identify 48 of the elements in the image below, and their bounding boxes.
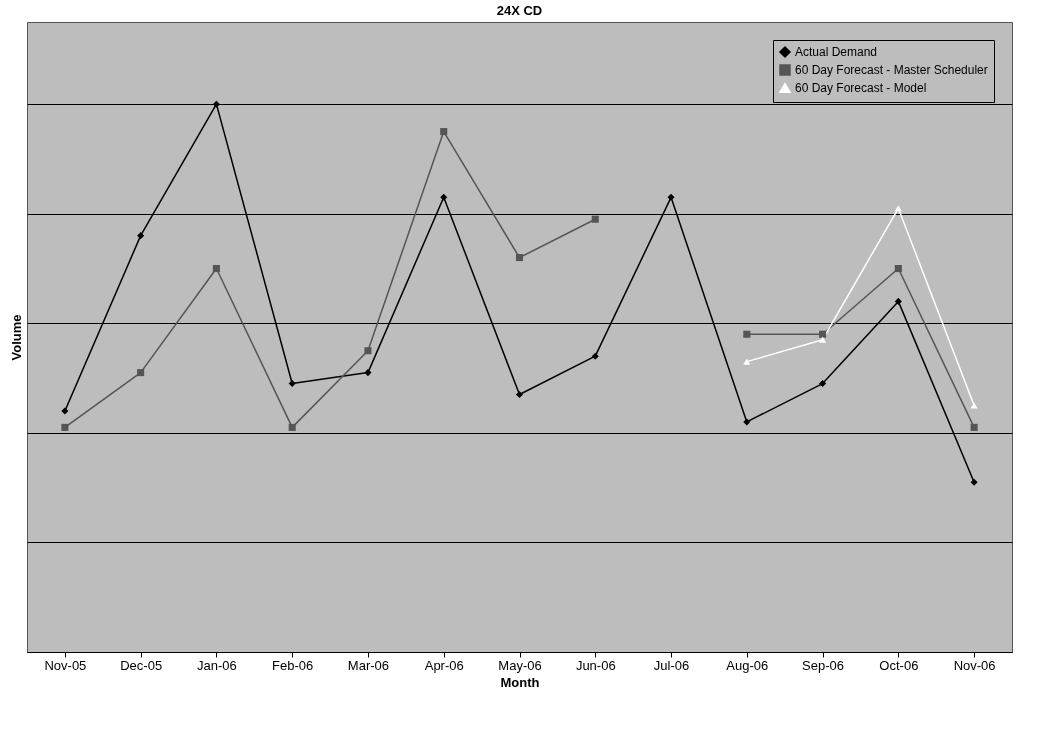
chart-title: 24X CD bbox=[496, 3, 543, 18]
legend-label: 60 Day Forecast - Model bbox=[795, 81, 927, 95]
point bbox=[743, 358, 751, 365]
point bbox=[515, 390, 524, 399]
x-tick-label: Apr-06 bbox=[424, 657, 464, 673]
point bbox=[819, 336, 827, 343]
x-tick-label: Nov-05 bbox=[44, 657, 87, 673]
point bbox=[364, 347, 372, 355]
point bbox=[288, 423, 296, 431]
point bbox=[212, 264, 220, 273]
point bbox=[515, 254, 524, 262]
x-tick-label: Jan-06 bbox=[197, 657, 237, 673]
point bbox=[364, 369, 372, 377]
point bbox=[591, 352, 599, 360]
x-axis-title: Month bbox=[500, 674, 540, 690]
point bbox=[894, 205, 902, 212]
point bbox=[894, 297, 902, 305]
x-tick-label: Mar-06 bbox=[347, 657, 390, 673]
x-tick-label: Sep-06 bbox=[802, 657, 845, 673]
x-tick-label: Oct-06 bbox=[879, 657, 919, 673]
x-tick-label: May-06 bbox=[498, 657, 542, 673]
x-tick-label: Nov-06 bbox=[953, 657, 996, 673]
legend-label: 60 Day Forecast - Master Scheduler bbox=[795, 63, 988, 77]
point bbox=[819, 380, 827, 388]
x-tick-label: Jun-06 bbox=[575, 657, 616, 673]
point bbox=[970, 402, 978, 409]
point bbox=[61, 423, 69, 431]
point bbox=[288, 380, 296, 388]
point bbox=[440, 128, 448, 136]
point bbox=[137, 369, 145, 377]
point bbox=[591, 215, 599, 223]
point bbox=[894, 264, 902, 273]
point bbox=[743, 330, 751, 338]
point bbox=[667, 193, 675, 201]
y-axis-title: Volume bbox=[8, 314, 24, 361]
legend-label: Actual Demand bbox=[795, 45, 878, 59]
point bbox=[212, 100, 220, 108]
point bbox=[970, 423, 978, 431]
point bbox=[61, 407, 69, 415]
x-tick-label: Dec-05 bbox=[120, 657, 163, 673]
point bbox=[743, 418, 751, 426]
x-tick-label: Feb-06 bbox=[272, 657, 314, 673]
x-tick-label: Jul-06 bbox=[653, 657, 690, 673]
point bbox=[970, 478, 978, 486]
point bbox=[137, 232, 145, 240]
point bbox=[819, 330, 827, 338]
point bbox=[440, 193, 448, 201]
x-tick-label: Aug-06 bbox=[726, 657, 769, 673]
